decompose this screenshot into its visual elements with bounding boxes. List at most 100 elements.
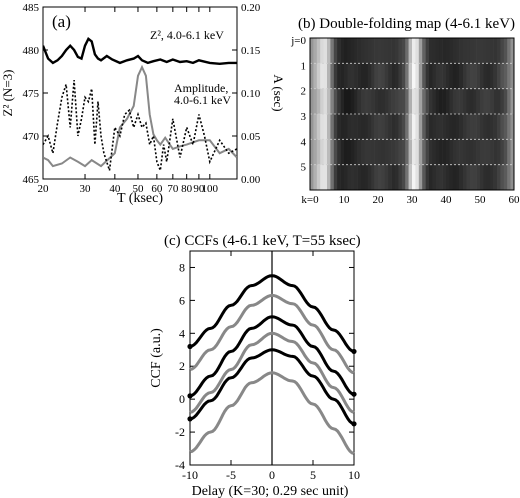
map-cell bbox=[510, 139, 515, 165]
map-cell bbox=[316, 88, 321, 115]
map-cell bbox=[418, 114, 423, 140]
map-cell bbox=[466, 88, 471, 115]
map-cell bbox=[432, 88, 437, 115]
map-cell bbox=[408, 38, 413, 64]
map-cell bbox=[330, 38, 335, 64]
map-cell bbox=[415, 139, 420, 165]
x-tick-label: 30 bbox=[80, 183, 92, 195]
map-cell bbox=[452, 164, 457, 191]
map-cell bbox=[415, 88, 420, 115]
map-cell bbox=[480, 164, 484, 191]
map-cell bbox=[415, 114, 420, 140]
map-cell bbox=[367, 88, 372, 115]
map-cell bbox=[337, 114, 341, 140]
map-cell bbox=[422, 164, 426, 191]
map-cell bbox=[310, 164, 314, 191]
map-cell bbox=[429, 164, 433, 191]
map-cell bbox=[316, 114, 321, 140]
map-cell bbox=[507, 164, 511, 191]
map-cell bbox=[469, 139, 474, 165]
map-cell bbox=[378, 139, 382, 165]
map-cell bbox=[500, 114, 505, 140]
map-cell bbox=[473, 38, 477, 64]
map-cell bbox=[442, 88, 447, 115]
map-cell bbox=[344, 164, 348, 191]
map-cell bbox=[425, 114, 430, 140]
map-cell bbox=[384, 139, 389, 165]
map-cell bbox=[497, 38, 501, 64]
map-cell bbox=[435, 139, 440, 165]
map-cell bbox=[354, 63, 358, 89]
map-cell bbox=[333, 139, 338, 165]
map-cell bbox=[350, 164, 355, 191]
map-cell bbox=[408, 88, 413, 115]
j-label: 3 bbox=[301, 111, 307, 123]
map-cell bbox=[357, 63, 362, 89]
map-cell bbox=[452, 38, 457, 64]
map-cell bbox=[316, 38, 321, 64]
map-cell bbox=[323, 114, 328, 140]
amplitude-annotation-line2: 4.0-6.1 keV bbox=[174, 93, 231, 107]
map-cell bbox=[327, 164, 331, 191]
map-cell bbox=[439, 114, 443, 140]
map-cell bbox=[476, 114, 481, 140]
map-cell bbox=[503, 63, 508, 89]
map-cell bbox=[412, 139, 416, 165]
map-cell bbox=[330, 114, 335, 140]
map-cell bbox=[354, 38, 358, 64]
map-cell bbox=[381, 139, 386, 165]
map-cell bbox=[313, 63, 318, 89]
map-cell bbox=[497, 164, 501, 191]
x-tick-label: 70 bbox=[167, 183, 179, 195]
map-cell bbox=[391, 164, 396, 191]
map-cell bbox=[371, 88, 375, 115]
map-cell bbox=[357, 164, 362, 191]
map-cell bbox=[435, 63, 440, 89]
map-cell bbox=[337, 164, 341, 191]
map-cell bbox=[395, 63, 399, 89]
y-tick-label: 465 bbox=[23, 174, 40, 186]
map-cell bbox=[432, 63, 437, 89]
map-cell bbox=[463, 63, 467, 89]
y-tick-label: 0 bbox=[179, 392, 185, 406]
map-cell bbox=[486, 88, 491, 115]
y-tick-label: -2 bbox=[175, 425, 185, 439]
map-cell bbox=[357, 114, 362, 140]
map-cell bbox=[320, 114, 324, 140]
map-cell bbox=[350, 139, 355, 165]
map-cell bbox=[350, 88, 355, 115]
map-cell bbox=[381, 38, 386, 64]
map-cell bbox=[418, 88, 423, 115]
map-cell bbox=[469, 63, 474, 89]
map-cell bbox=[480, 63, 484, 89]
map-cell bbox=[391, 38, 396, 64]
map-cell bbox=[473, 88, 477, 115]
map-cell bbox=[449, 88, 454, 115]
y-tick-label: 475 bbox=[23, 88, 40, 100]
map-cell bbox=[435, 114, 440, 140]
map-cell bbox=[384, 38, 389, 64]
map-cell bbox=[483, 88, 488, 115]
map-cell bbox=[432, 139, 437, 165]
map-cell bbox=[432, 164, 437, 191]
map-cell bbox=[408, 139, 413, 165]
map-cell bbox=[330, 88, 335, 115]
y-tick-label: 6 bbox=[179, 293, 185, 307]
map-cell bbox=[344, 114, 348, 140]
map-cell bbox=[340, 38, 345, 64]
map-cell bbox=[350, 38, 355, 64]
k-label: k=0 bbox=[301, 194, 319, 206]
map-cell bbox=[442, 38, 447, 64]
ccf-curve bbox=[189, 293, 355, 375]
map-cell bbox=[364, 63, 369, 89]
map-cell bbox=[497, 139, 501, 165]
map-cell bbox=[415, 164, 420, 191]
map-cell bbox=[378, 164, 382, 191]
map-cell bbox=[483, 114, 488, 140]
map-cell bbox=[490, 38, 494, 64]
map-cell bbox=[473, 164, 477, 191]
map-cell bbox=[361, 139, 365, 165]
map-cell bbox=[320, 63, 324, 89]
map-cell bbox=[388, 63, 392, 89]
ccf-curve bbox=[189, 371, 355, 455]
